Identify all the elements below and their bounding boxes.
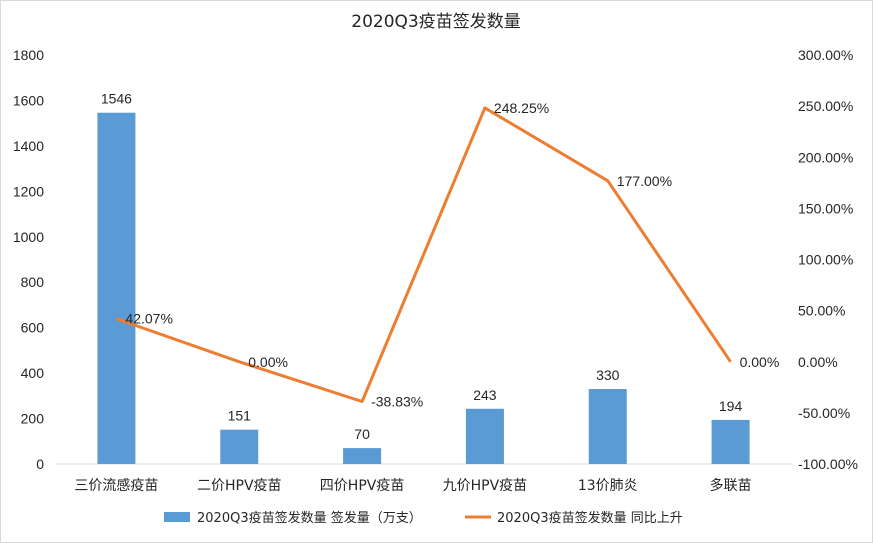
bar <box>97 112 136 464</box>
left-tick-label: 1600 <box>13 92 44 108</box>
category-labels: 三价流感疫苗 二价HPV疫苗 四价HPV疫苗 九价HPV疫苗 13价肺炎 多联苗 <box>74 477 751 494</box>
right-axis: -100.00% -50.00% 0.00% 50.00% 100.00% 150.00%… <box>798 47 858 472</box>
bar-value-label: 151 <box>228 408 252 424</box>
bar-value-label: 330 <box>596 367 620 383</box>
legend: 2020Q3疫苗签发数量 签发量（万支） 2020Q3疫苗签发数量 同比上升 <box>164 510 683 526</box>
bar-value-label: 1546 <box>101 91 132 107</box>
category-label: 三价流感疫苗 <box>74 477 158 494</box>
category-label: 四价HPV疫苗 <box>320 478 405 494</box>
bar <box>711 419 750 464</box>
legend-bar-swatch <box>164 512 190 522</box>
left-axis: 0 200 400 600 800 1000 1200 1400 1600 1800 <box>13 47 44 472</box>
bar <box>588 389 627 464</box>
bar-series <box>97 112 750 464</box>
right-tick-label: -50.00% <box>798 405 850 421</box>
left-tick-label: 400 <box>21 365 45 381</box>
line-value-label: 42.07% <box>125 311 172 327</box>
right-tick-label: 50.00% <box>798 303 845 319</box>
bar <box>343 448 382 464</box>
right-tick-label: 250.00% <box>798 98 853 114</box>
left-tick-label: 1200 <box>13 183 44 199</box>
left-tick-label: 600 <box>21 320 45 336</box>
left-tick-label: 800 <box>21 274 45 290</box>
legend-line-label: 2020Q3疫苗签发数量 同比上升 <box>497 510 683 526</box>
line-value-label: 0.00% <box>248 354 288 370</box>
right-tick-label: 100.00% <box>798 252 853 268</box>
bar-data-labels: 1546 151 70 243 330 194 <box>101 91 743 442</box>
right-tick-label: 0.00% <box>798 354 838 370</box>
line-value-label: 248.25% <box>494 100 549 116</box>
bar <box>465 408 504 464</box>
category-label: 九价HPV疫苗 <box>443 478 528 494</box>
right-tick-label: 200.00% <box>798 149 853 165</box>
bar-value-label: 243 <box>473 387 497 403</box>
category-label: 多联苗 <box>710 477 752 494</box>
left-tick-label: 1800 <box>13 47 44 63</box>
category-label: 二价HPV疫苗 <box>197 478 282 494</box>
right-tick-label: -100.00% <box>798 456 858 472</box>
bar-value-label: 70 <box>354 426 370 442</box>
line-data-labels: 42.07% 0.00% -38.83% 248.25% 177.00% 0.00% <box>125 100 779 410</box>
line-value-label: -38.83% <box>371 393 423 409</box>
left-tick-label: 1000 <box>13 229 44 245</box>
left-tick-label: 200 <box>21 411 45 427</box>
left-tick-label: 1400 <box>13 138 44 154</box>
legend-bar-label: 2020Q3疫苗签发数量 签发量（万支） <box>197 510 422 526</box>
right-tick-label: 300.00% <box>798 47 853 63</box>
line-value-label: 0.00% <box>740 354 780 370</box>
bar <box>220 429 259 464</box>
bar-value-label: 194 <box>719 398 743 414</box>
growth-line <box>115 106 732 403</box>
chart-title: 2020Q3疫苗签发数量 <box>351 12 520 32</box>
right-tick-label: 150.00% <box>798 200 853 216</box>
category-label: 13价肺炎 <box>578 478 638 494</box>
line-value-label: 177.00% <box>617 173 672 189</box>
left-tick-label: 0 <box>36 456 44 472</box>
